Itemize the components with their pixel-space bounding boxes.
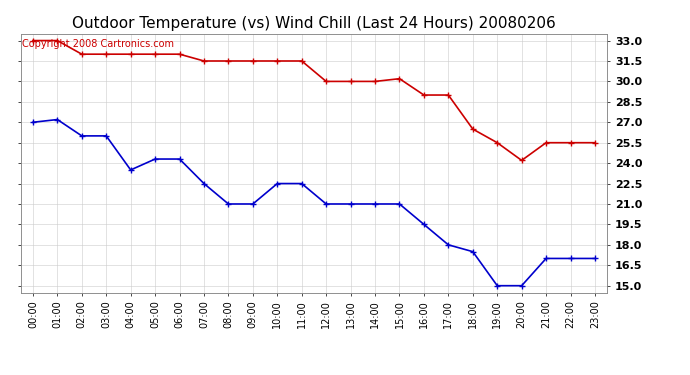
Title: Outdoor Temperature (vs) Wind Chill (Last 24 Hours) 20080206: Outdoor Temperature (vs) Wind Chill (Las… bbox=[72, 16, 556, 31]
Text: Copyright 2008 Cartronics.com: Copyright 2008 Cartronics.com bbox=[22, 39, 174, 49]
